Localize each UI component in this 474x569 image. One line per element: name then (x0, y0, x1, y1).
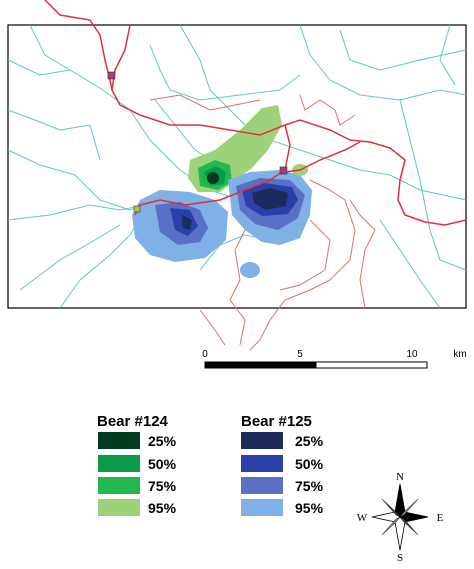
town-marker (279, 166, 288, 175)
compass-label: W (357, 512, 368, 524)
legend-label: 50% (148, 456, 177, 472)
legend-swatch (98, 455, 140, 472)
legend-label: 25% (295, 433, 324, 449)
legend-label: 75% (148, 478, 177, 494)
site-marker (133, 205, 141, 213)
scale-bar: 0 5 10 km (202, 349, 467, 369)
scale-label: 10 (406, 349, 418, 360)
compass-label: S (397, 552, 403, 564)
town-marker (107, 71, 116, 80)
legend-label: 95% (148, 500, 177, 516)
legend-label: 25% (148, 433, 177, 449)
scale-outline (204, 361, 428, 369)
scale-segment (315, 361, 428, 369)
legend-swatch (241, 455, 283, 472)
compass-label: E (437, 512, 444, 524)
legend-label: 50% (295, 456, 324, 472)
legend-label: 95% (295, 500, 324, 516)
compass: N E S W (357, 471, 444, 564)
legend-swatch (241, 477, 283, 494)
compass-label: N (396, 471, 404, 483)
legend-swatch (98, 432, 140, 449)
legend: Bear #124 25% 50% 75% 95% Bear #125 25% … (97, 413, 324, 516)
legend-swatch (98, 499, 140, 516)
map (7, 0, 467, 351)
legend-label: 75% (295, 478, 324, 494)
scale-label: 5 (297, 349, 303, 360)
legend-swatch (98, 477, 140, 494)
roads (44, 0, 467, 351)
legend-swatch (241, 432, 283, 449)
scale-unit: km (453, 349, 466, 360)
legend-title: Bear #125 (241, 413, 312, 430)
legend-swatch (241, 499, 283, 516)
scale-label: 0 (202, 349, 208, 360)
scale-segment (205, 362, 316, 368)
legend-title: Bear #124 (97, 413, 169, 430)
